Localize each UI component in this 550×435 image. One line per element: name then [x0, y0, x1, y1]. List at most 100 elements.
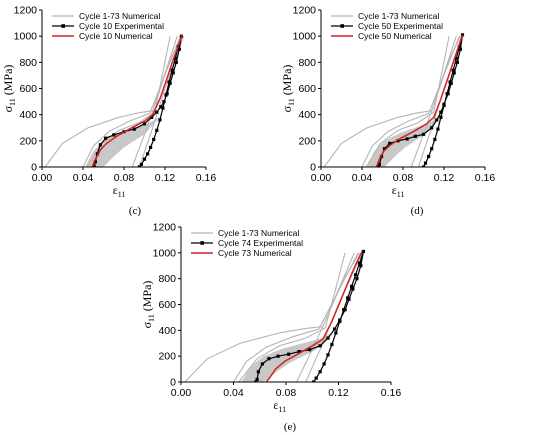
- legend-label-1: Cycle 1-73 Numerical: [218, 228, 299, 238]
- panel-label: (c): [129, 205, 142, 217]
- experimental-point-17: [351, 287, 355, 291]
- x-tick-label: 0.12: [155, 172, 176, 184]
- shaded-band: [241, 332, 332, 382]
- x-tick-label: 0.04: [73, 172, 94, 184]
- x-tick-label: 0.16: [381, 387, 402, 399]
- x-axis-label: ε11: [273, 398, 286, 414]
- x-tick-label: 0.08: [393, 172, 414, 184]
- y-tick-label: 1000: [293, 31, 317, 43]
- experimental-point-2: [423, 161, 428, 165]
- x-axis-label: ε11: [113, 183, 126, 199]
- y-tick-label: 1000: [14, 31, 38, 43]
- y-tick-label: 400: [158, 325, 176, 337]
- experimental-point-8: [158, 118, 162, 122]
- x-tick-label: 0.04: [223, 387, 244, 399]
- x-tick-label: 0.00: [171, 387, 192, 399]
- plot-area: [323, 33, 465, 167]
- experimental-point-12: [354, 273, 358, 277]
- experimental-point-28: [267, 357, 271, 361]
- experimental-point-3: [427, 154, 431, 159]
- experimental-point-24: [421, 132, 426, 136]
- experimental-point-19: [446, 92, 450, 96]
- experimental-point-26: [132, 127, 136, 131]
- experimental-point-12: [454, 56, 458, 60]
- x-tick-label: 0.08: [114, 172, 135, 184]
- chart-panel-2: 0.00 0.04 0.08 0.12 0.16 0 200 400 600 800 1000 120…: [280, 5, 495, 218]
- plot-area: [184, 249, 365, 382]
- legend-label-1: Cycle 1-73 Numerical: [358, 11, 439, 21]
- experimental-point-23: [155, 110, 159, 114]
- panel-label: (d): [411, 205, 424, 217]
- x-tick-label: 0.16: [475, 172, 496, 184]
- experimental-point-22: [326, 336, 330, 340]
- experimental-point-15: [359, 264, 363, 268]
- experimental-point-26: [405, 137, 409, 141]
- y-tick-label: 0: [310, 162, 316, 174]
- experimental-point-7: [155, 128, 159, 132]
- experimental-point-11: [451, 68, 455, 72]
- experimental-point-13: [173, 56, 177, 60]
- numerical-cycle-curve-3: [410, 35, 461, 167]
- y-tick-label: 600: [298, 83, 316, 95]
- plot-area: [44, 34, 185, 167]
- y-axis-label: σ11 (MPa): [1, 65, 17, 113]
- experimental-point-4: [322, 362, 326, 366]
- experimental-point-13: [457, 45, 461, 49]
- y-tick-label: 400: [19, 109, 37, 121]
- y-tick-label: 800: [158, 273, 176, 285]
- y-tick-label: 1200: [153, 222, 177, 234]
- experimental-point-29: [104, 136, 108, 140]
- experimental-point-20: [338, 318, 342, 322]
- experimental-point-23: [430, 126, 434, 130]
- y-tick-label: 200: [19, 135, 37, 147]
- experimental-point-26: [287, 352, 291, 356]
- experimental-point-4: [146, 152, 150, 156]
- experimental-point-32: [376, 165, 380, 167]
- x-tick-label: 0.12: [328, 387, 349, 399]
- experimental-point-18: [449, 81, 453, 85]
- y-tick-label: 1200: [293, 5, 317, 17]
- experimental-point-24: [150, 115, 154, 119]
- x-tick-label: 0.00: [32, 172, 53, 184]
- numerical-line: [265, 251, 363, 382]
- experimental-point-15: [458, 47, 462, 51]
- numerical-cycle-curve-2: [233, 252, 359, 382]
- y-tick-label: 200: [298, 135, 316, 147]
- experimental-point-24: [308, 348, 312, 352]
- experimental-point-17: [452, 71, 456, 75]
- experimental-point-18: [171, 71, 175, 75]
- y-tick-label: 1000: [153, 247, 177, 259]
- experimental-point-1: [421, 165, 426, 167]
- experimental-point-25: [142, 122, 147, 126]
- experimental-point-30: [98, 143, 102, 147]
- experimental-point-31: [255, 377, 259, 381]
- experimental-point-9: [161, 106, 165, 110]
- numerical-cycle-curve-3: [296, 252, 360, 382]
- experimental-point-18: [347, 297, 351, 301]
- experimental-point-23: [318, 344, 322, 348]
- experimental-point-31: [377, 162, 381, 166]
- experimental-point-20: [165, 92, 169, 96]
- y-tick-label: 0: [170, 377, 176, 389]
- y-tick-label: 200: [158, 351, 176, 363]
- panel-label: (e): [284, 421, 297, 433]
- experimental-point-17: [174, 60, 178, 64]
- experimental-point-19: [168, 81, 172, 85]
- y-tick-label: 1200: [14, 5, 38, 17]
- y-axis-label: σ11 (MPa): [280, 65, 296, 113]
- x-tick-label: 0.08: [276, 387, 297, 399]
- shaded-band: [367, 117, 439, 167]
- experimental-point-5: [433, 137, 437, 142]
- x-tick-label: 0.00: [311, 172, 332, 184]
- legend-label-2: Cycle 74 Experimental: [218, 238, 303, 248]
- experimental-point-32: [93, 160, 97, 164]
- experimental-point-7: [334, 331, 338, 335]
- experimental-point-25: [297, 350, 301, 354]
- experimental-point-30: [256, 370, 260, 374]
- experimental-point-2: [314, 376, 318, 380]
- legend-label-2: Cycle 10 Experimental: [79, 21, 164, 31]
- legend-marker: [200, 241, 204, 245]
- experimental-point-22: [435, 118, 439, 122]
- y-tick-label: 800: [19, 57, 37, 69]
